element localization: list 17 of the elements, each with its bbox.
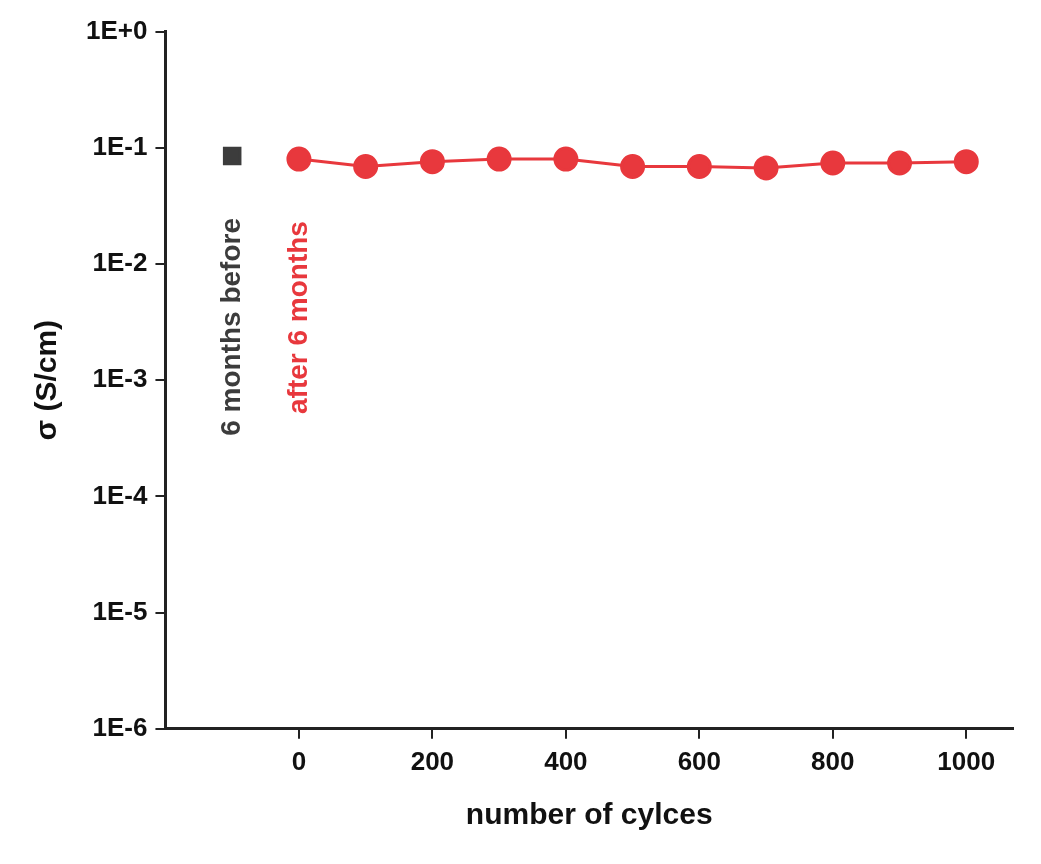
y-tick-label: 1E-6 (92, 711, 148, 742)
y-axis-title: σ (S/cm) (29, 319, 63, 441)
x-tick-label: 800 (811, 745, 855, 776)
x-tick-label: 600 (677, 745, 722, 776)
y-tick-label: 1E-1 (92, 130, 148, 161)
x-tick-label: 200 (410, 745, 455, 776)
y-tick-label: 1E+0 (85, 14, 148, 45)
annotation: after 6 months (281, 221, 313, 414)
x-tick-label: 400 (544, 745, 588, 776)
y-tick-label: 1E-4 (92, 479, 148, 510)
x-axis-title: number of cylces (465, 797, 713, 831)
x-tick-label: 1000 (937, 745, 996, 776)
y-tick-label: 1E-3 (92, 363, 148, 394)
y-tick-label: 1E-2 (92, 247, 148, 278)
x-tick-label: 0 (291, 745, 307, 776)
annotation: 6 months before (214, 218, 246, 436)
y-tick-label: 1E-5 (92, 595, 148, 626)
